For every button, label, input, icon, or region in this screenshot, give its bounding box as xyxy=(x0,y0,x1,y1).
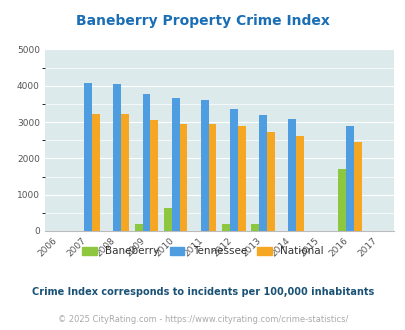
Bar xyxy=(222,224,229,231)
Bar xyxy=(337,169,345,231)
Bar xyxy=(113,84,121,231)
Bar xyxy=(258,115,266,231)
Bar xyxy=(250,224,258,231)
Bar xyxy=(142,94,150,231)
Bar xyxy=(179,123,187,231)
Bar xyxy=(287,119,295,231)
Bar xyxy=(208,124,216,231)
Bar xyxy=(121,115,129,231)
Bar xyxy=(134,224,142,231)
Bar xyxy=(353,142,361,231)
Bar xyxy=(171,98,179,231)
Bar xyxy=(266,132,274,231)
Legend: Baneberry, Tennessee, National: Baneberry, Tennessee, National xyxy=(78,242,327,260)
Bar xyxy=(92,114,100,231)
Bar xyxy=(345,126,353,231)
Bar xyxy=(295,136,303,231)
Bar xyxy=(150,120,158,231)
Bar xyxy=(163,209,171,231)
Text: Crime Index corresponds to incidents per 100,000 inhabitants: Crime Index corresponds to incidents per… xyxy=(32,287,373,297)
Bar xyxy=(237,126,245,231)
Bar xyxy=(229,109,237,231)
Bar xyxy=(84,83,92,231)
Text: Baneberry Property Crime Index: Baneberry Property Crime Index xyxy=(76,15,329,28)
Text: © 2025 CityRating.com - https://www.cityrating.com/crime-statistics/: © 2025 CityRating.com - https://www.city… xyxy=(58,315,347,324)
Bar xyxy=(200,100,208,231)
